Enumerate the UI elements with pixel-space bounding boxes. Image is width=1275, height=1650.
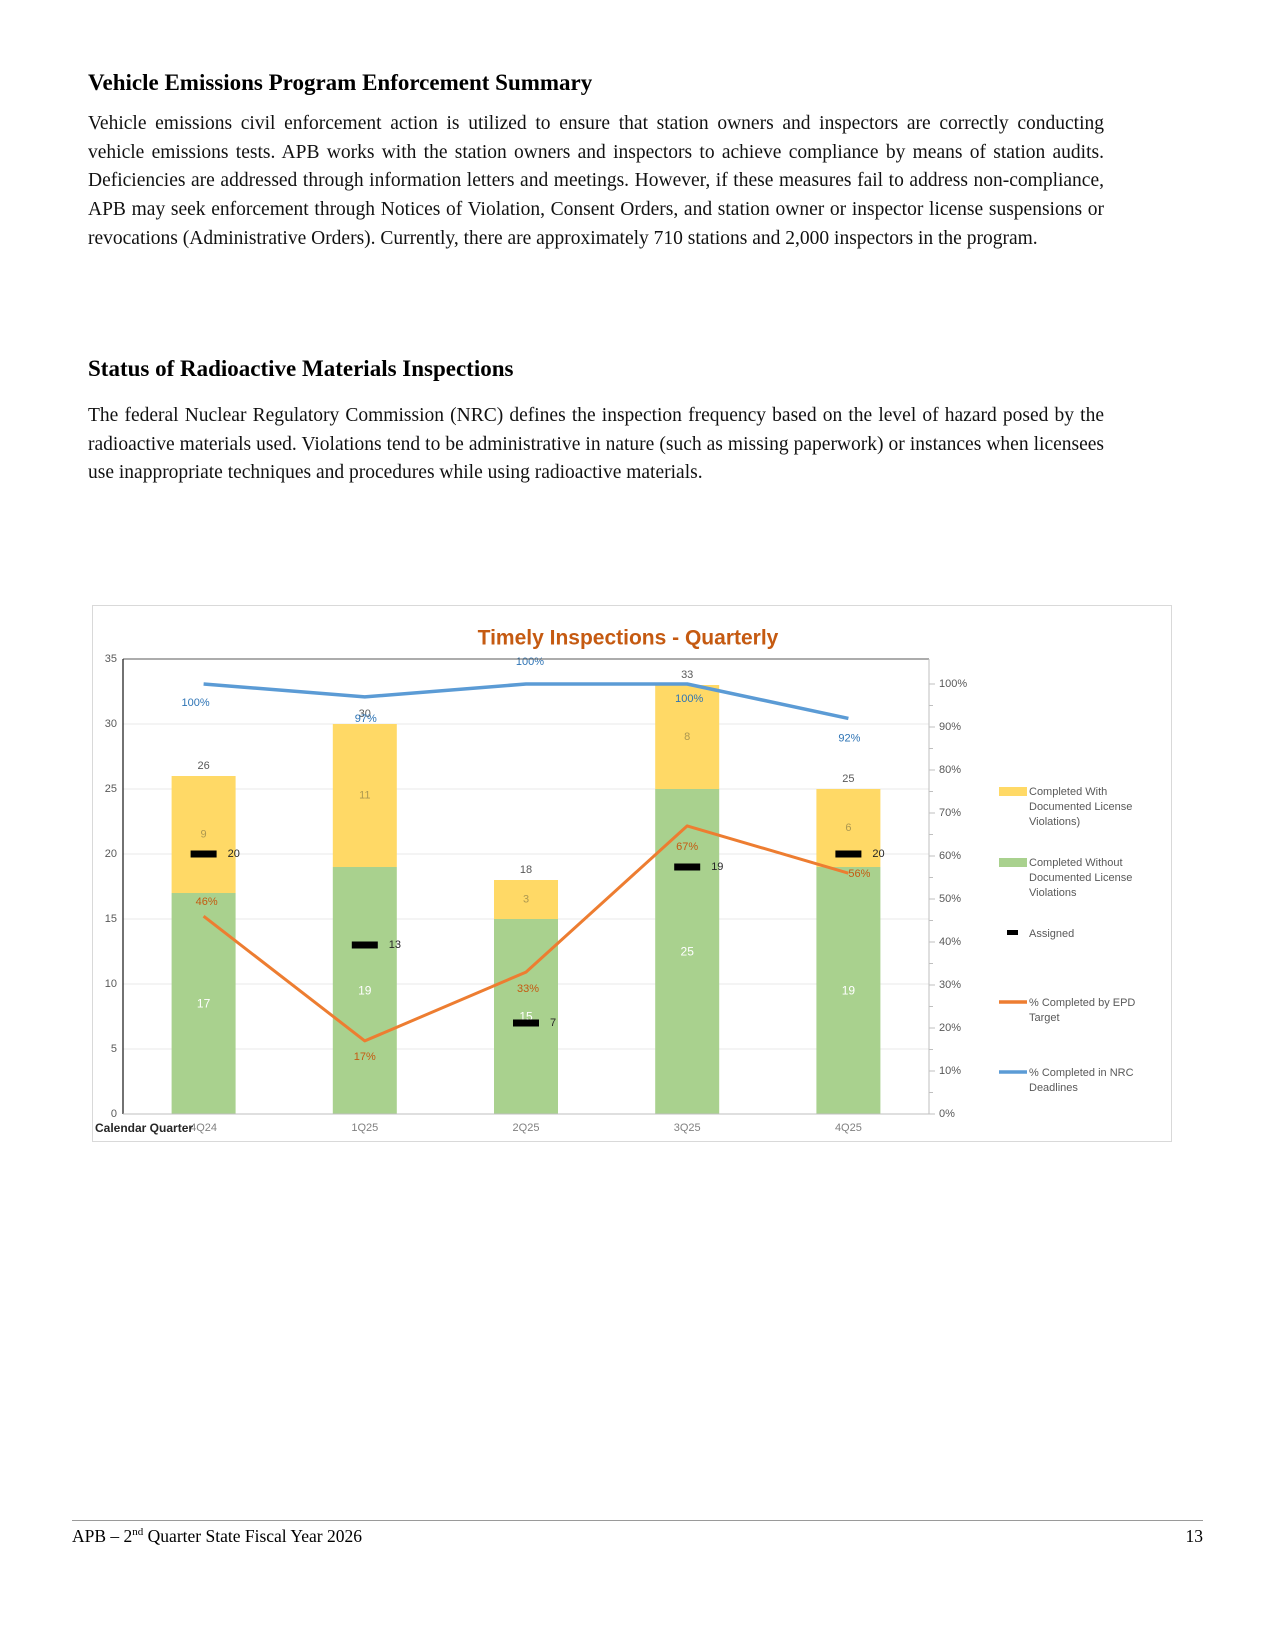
svg-text:Completed With: Completed With (1029, 786, 1107, 798)
svg-text:5: 5 (111, 1043, 117, 1055)
svg-text:3Q25: 3Q25 (674, 1122, 701, 1134)
svg-text:19: 19 (711, 861, 723, 873)
svg-text:3: 3 (523, 894, 529, 906)
svg-text:Violations): Violations) (1029, 816, 1080, 828)
svg-text:Deadlines: Deadlines (1029, 1082, 1078, 1094)
svg-text:92%: 92% (838, 732, 860, 744)
svg-text:0: 0 (111, 1108, 117, 1120)
svg-text:56%: 56% (848, 868, 870, 880)
svg-text:10%: 10% (939, 1065, 961, 1077)
svg-text:67%: 67% (676, 841, 698, 853)
svg-text:20: 20 (105, 848, 117, 860)
svg-text:7: 7 (550, 1017, 556, 1029)
svg-text:70%: 70% (939, 807, 961, 819)
footer-divider (72, 1520, 1203, 1521)
svg-text:46%: 46% (196, 896, 218, 908)
svg-text:18: 18 (520, 864, 532, 876)
svg-text:90%: 90% (939, 721, 961, 733)
svg-text:25: 25 (842, 773, 854, 785)
svg-text:10: 10 (105, 978, 117, 990)
svg-text:6: 6 (845, 822, 851, 834)
svg-text:20%: 20% (939, 1022, 961, 1034)
svg-text:% Completed by EPD: % Completed by EPD (1029, 997, 1135, 1009)
svg-text:19: 19 (842, 984, 856, 998)
svg-text:30: 30 (105, 718, 117, 730)
svg-text:50%: 50% (939, 893, 961, 905)
svg-text:4Q24: 4Q24 (190, 1122, 217, 1134)
svg-text:9: 9 (201, 829, 207, 841)
svg-text:100%: 100% (675, 693, 703, 705)
svg-text:19: 19 (358, 984, 372, 998)
footer-report-title: APB – 2nd Quarter State Fiscal Year 2026 (72, 1526, 363, 1546)
timely-inspections-chart: 17 9 26 19 11 30 15 3 18 25 8 33 19 6 25 46% 17% 33% 67% 56… (92, 605, 1172, 1142)
svg-text:80%: 80% (939, 764, 961, 776)
svg-text:25: 25 (681, 945, 695, 959)
svg-text:Assigned: Assigned (1029, 928, 1074, 940)
svg-text:2Q25: 2Q25 (513, 1122, 540, 1134)
svg-text:97%: 97% (355, 713, 377, 725)
svg-text:20: 20 (872, 848, 884, 860)
svg-text:Timely Inspections - Quarterly: Timely Inspections - Quarterly (478, 627, 779, 650)
svg-text:100%: 100% (182, 697, 210, 709)
svg-text:30%: 30% (939, 979, 961, 991)
svg-text:Calendar Quarter: Calendar Quarter (95, 1121, 193, 1135)
svg-text:1Q25: 1Q25 (351, 1122, 378, 1134)
section1-heading: Vehicle Emissions Program Enforcement Su… (88, 70, 593, 95)
svg-text:11: 11 (359, 790, 370, 802)
svg-text:20: 20 (228, 848, 240, 860)
svg-text:33: 33 (681, 669, 693, 681)
svg-text:13: 13 (389, 939, 401, 951)
svg-text:Documented License: Documented License (1029, 801, 1132, 813)
section2-paragraph: The federal Nuclear Regulatory Commissio… (88, 405, 1104, 484)
footer-page-number: 13 (1185, 1526, 1204, 1546)
section1-paragraph: Vehicle emissions civil enforcement acti… (88, 113, 1104, 249)
svg-text:Violations: Violations (1029, 887, 1077, 899)
svg-text:26: 26 (197, 760, 209, 772)
svg-text:% Completed in NRC: % Completed in NRC (1029, 1067, 1134, 1079)
svg-text:Documented License: Documented License (1029, 872, 1132, 884)
svg-text:Target: Target (1029, 1012, 1060, 1024)
svg-text:40%: 40% (939, 936, 961, 948)
svg-text:35: 35 (105, 653, 117, 665)
svg-text:0%: 0% (939, 1108, 955, 1120)
timely-inspections-chart-canvas: 1792619113015318258331962546%17%33%67%56… (95, 627, 1135, 1136)
svg-text:4Q25: 4Q25 (835, 1122, 862, 1134)
svg-text:100%: 100% (939, 678, 967, 690)
svg-text:8: 8 (684, 731, 690, 743)
svg-text:17%: 17% (354, 1051, 376, 1063)
svg-text:15: 15 (105, 913, 117, 925)
svg-text:100%: 100% (516, 656, 544, 668)
svg-text:30: 30 (359, 708, 371, 720)
svg-text:25: 25 (105, 783, 117, 795)
page-footer: APB – 2nd Quarter State Fiscal Year 2026… (72, 1526, 1203, 1547)
svg-text:17: 17 (197, 997, 211, 1011)
svg-text:Completed Without: Completed Without (1029, 857, 1123, 869)
svg-text:60%: 60% (939, 850, 961, 862)
svg-text:33%: 33% (517, 983, 539, 995)
section2-heading: Status of Radioactive Materials Inspecti… (88, 356, 514, 381)
